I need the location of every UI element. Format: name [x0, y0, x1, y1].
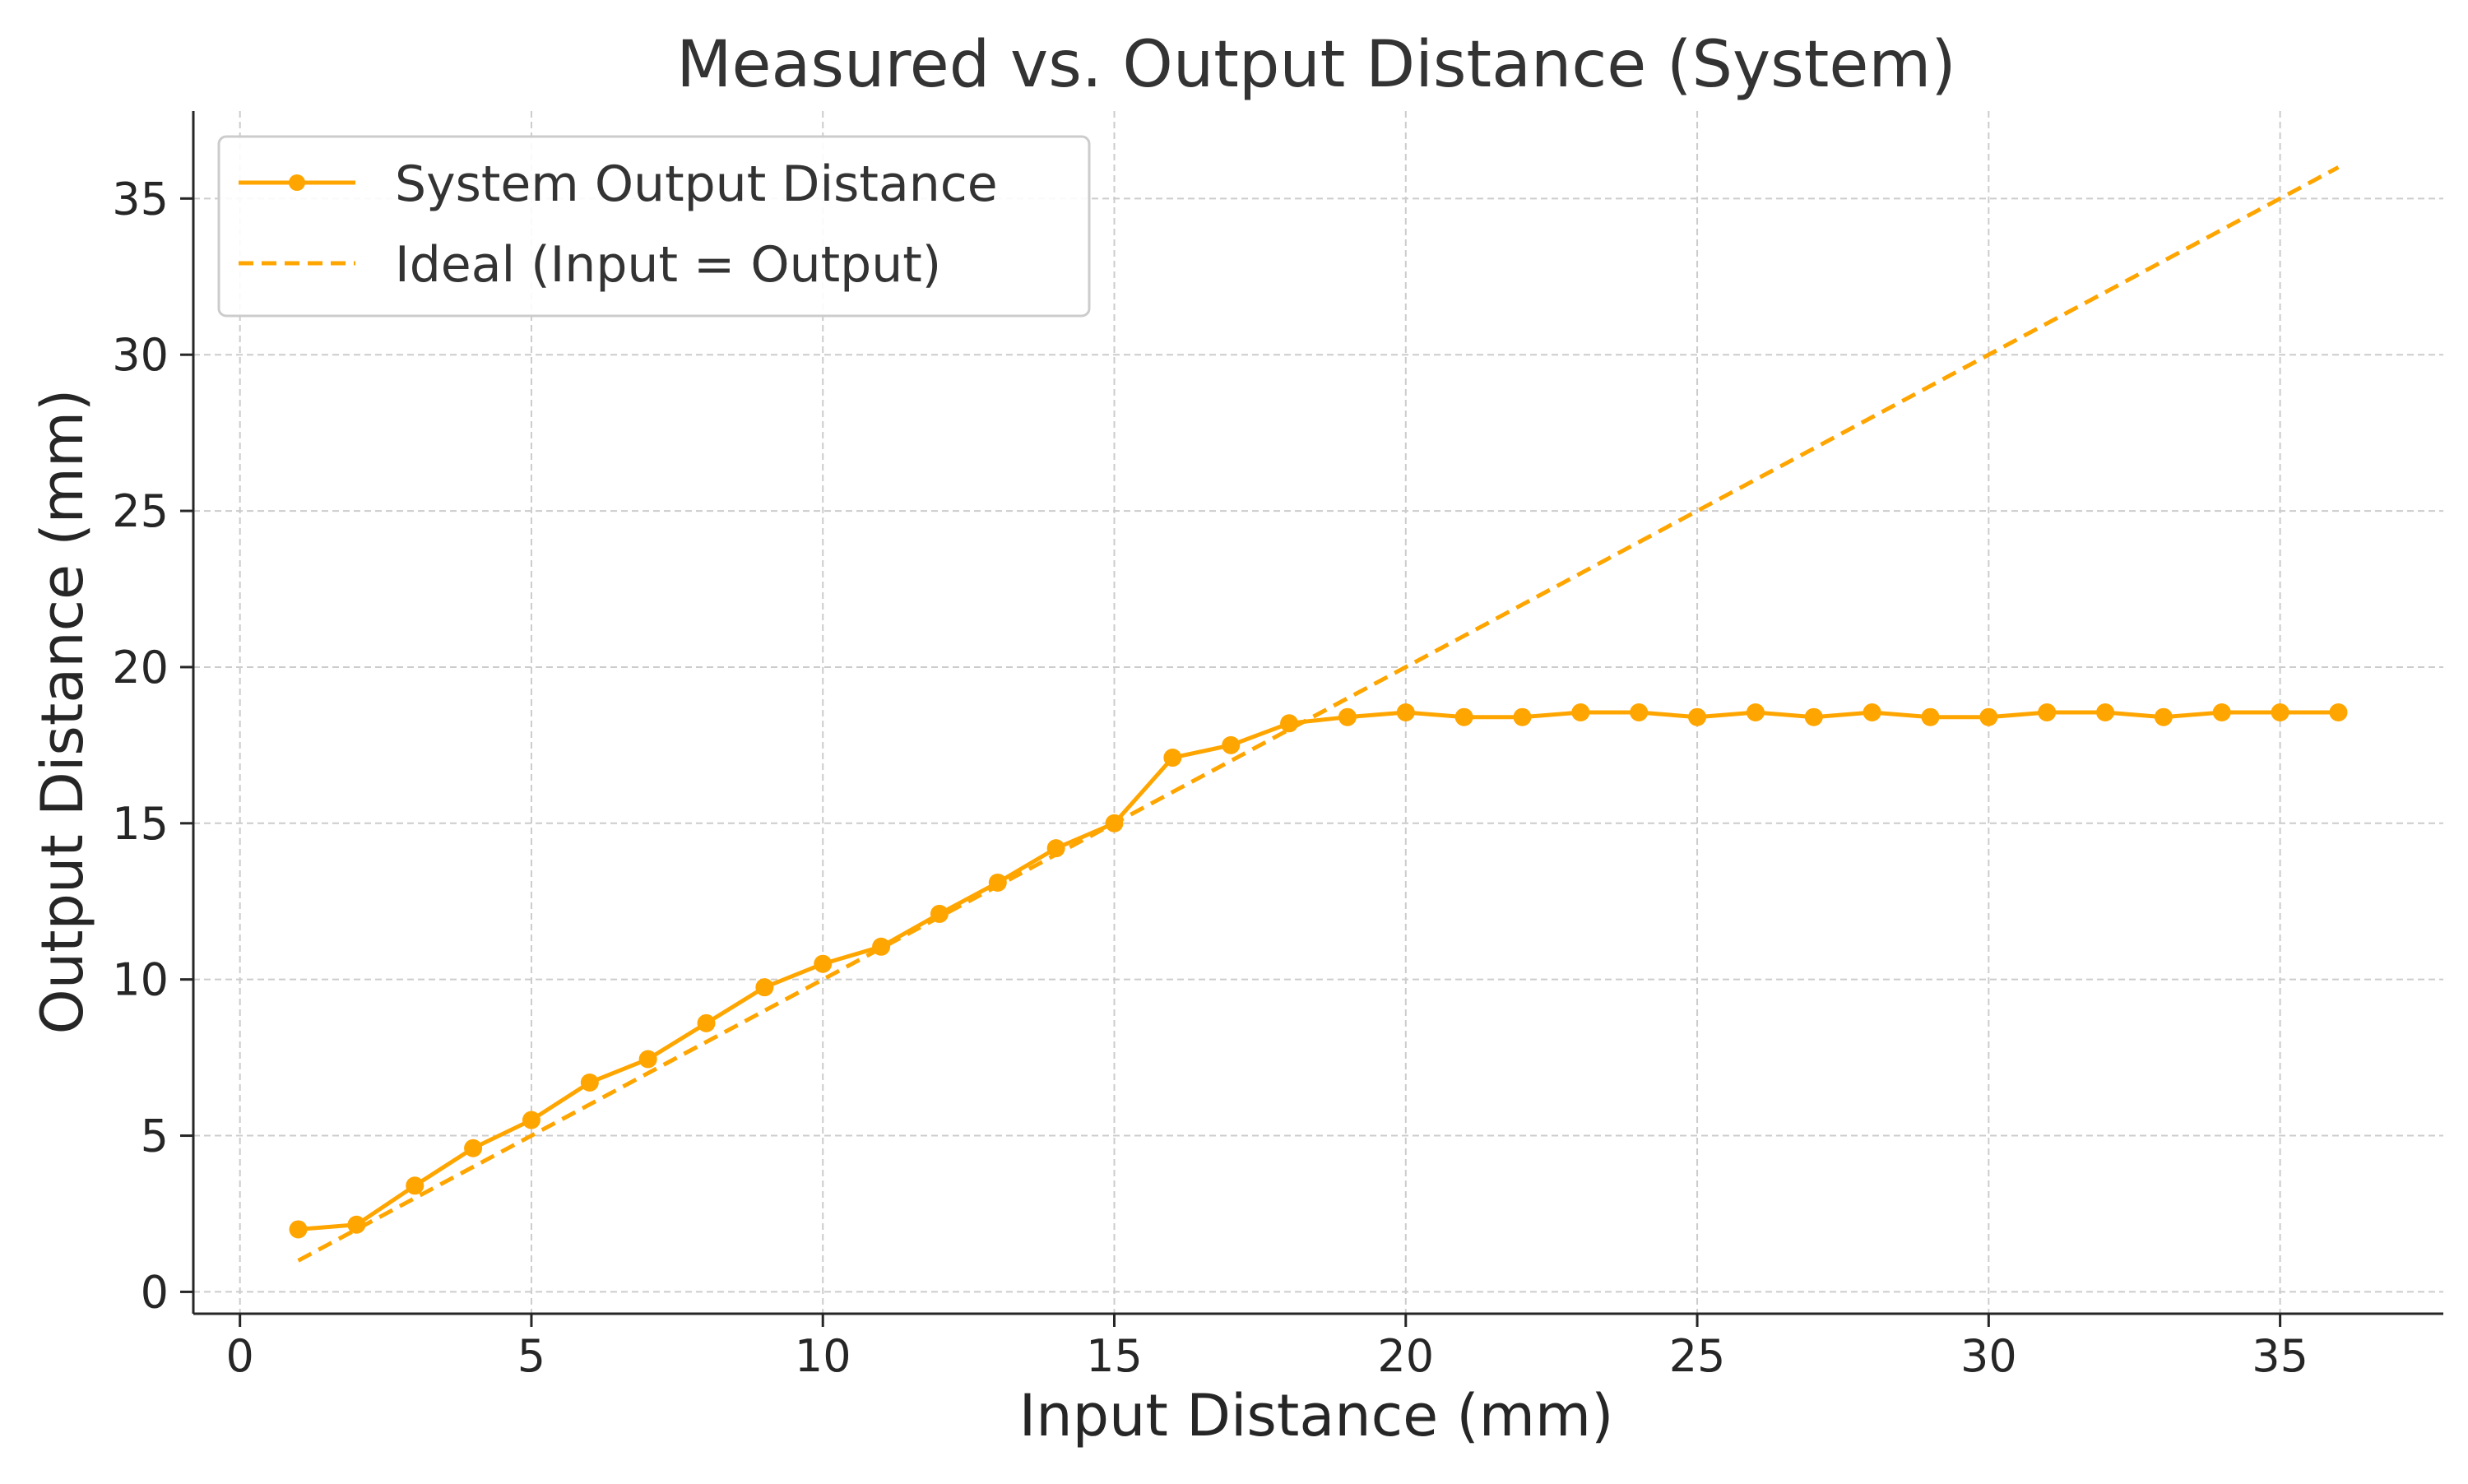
chart-title: Measured vs. Output Distance (System) — [676, 28, 1956, 102]
system-output-data-point — [2096, 703, 2115, 721]
system-output-data-point — [2154, 707, 2173, 726]
x-tick-label: 20 — [1377, 1330, 1434, 1382]
system-output-data-point — [1746, 703, 1765, 721]
system-output-data-point — [1571, 703, 1590, 721]
y-tick-label: 15 — [112, 798, 169, 850]
system-output-data-point — [1921, 707, 1940, 726]
system-output-data-point — [1046, 839, 1065, 858]
system-output-data-point — [1396, 703, 1415, 721]
system-output-data-point — [638, 1050, 657, 1069]
ideal-series-line — [297, 165, 2340, 1263]
system-output-data-point — [1105, 814, 1124, 832]
y-tick-label: 0 — [141, 1266, 169, 1318]
x-tick-label: 5 — [517, 1330, 545, 1382]
legend-marker-system-output — [289, 174, 305, 191]
system-output-data-point — [1222, 735, 1241, 754]
system-output-data-point — [755, 978, 774, 997]
system-output-data-point — [1979, 707, 1998, 726]
system-output-data-point — [1688, 707, 1707, 726]
x-tick-label: 15 — [1086, 1330, 1143, 1382]
system-output-data-point — [1454, 707, 1473, 726]
system-output-data-point — [988, 873, 1007, 892]
system-output-data-point — [872, 937, 891, 956]
system-output-data-point — [464, 1139, 483, 1157]
system-output-data-point — [1163, 749, 1182, 768]
y-tick-label: 5 — [141, 1111, 169, 1162]
plot-area — [289, 165, 2348, 1263]
x-axis-label: Input Distance (mm) — [1019, 1382, 1614, 1449]
system-output-data-point — [2038, 703, 2057, 721]
system-output-data-point — [697, 1013, 716, 1032]
legend: System Output Distance Ideal (Input = Ou… — [217, 135, 1091, 318]
y-tick-label: 10 — [112, 954, 169, 1006]
system-output-data-point — [2212, 703, 2231, 721]
x-tick-label: 30 — [1960, 1330, 2017, 1382]
system-output-data-point — [406, 1176, 424, 1195]
system-output-series-line — [298, 710, 2339, 1231]
y-axis-label: Output Distance (mm) — [29, 389, 96, 1035]
axes: 0 5 10 15 20 25 30 35 0 5 10 15 20 25 30 35 — [112, 111, 2443, 1382]
system-output-data-point — [2271, 703, 2289, 721]
x-tick-label: 10 — [795, 1330, 851, 1382]
system-output-data-point — [1863, 703, 1881, 721]
system-output-data-point — [580, 1073, 599, 1092]
y-tick-label: 30 — [112, 329, 169, 381]
system-output-data-point — [1338, 707, 1357, 726]
legend-frame — [217, 135, 1091, 318]
legend-label-ideal: Ideal (Input = Output) — [395, 236, 941, 294]
system-output-data-point — [1804, 707, 1823, 726]
y-tick-label: 20 — [112, 642, 169, 693]
y-tick-label: 35 — [112, 173, 169, 225]
system-output-data-point — [347, 1215, 366, 1234]
system-output-data-point — [814, 954, 833, 973]
system-output-data-point — [1513, 707, 1532, 726]
system-output-data-point — [289, 1220, 308, 1239]
system-output-data-point — [1630, 703, 1649, 721]
system-output-data-point — [930, 904, 949, 923]
y-tick-label: 25 — [112, 485, 169, 537]
x-tick-label: 35 — [2252, 1330, 2308, 1382]
legend-label-system-output: System Output Distance — [395, 155, 998, 213]
system-output-data-point — [2329, 703, 2348, 721]
x-tick-label: 25 — [1669, 1330, 1726, 1382]
system-output-data-point — [1280, 714, 1299, 733]
system-output-data-point — [522, 1111, 540, 1129]
x-tick-label: 0 — [226, 1330, 254, 1382]
